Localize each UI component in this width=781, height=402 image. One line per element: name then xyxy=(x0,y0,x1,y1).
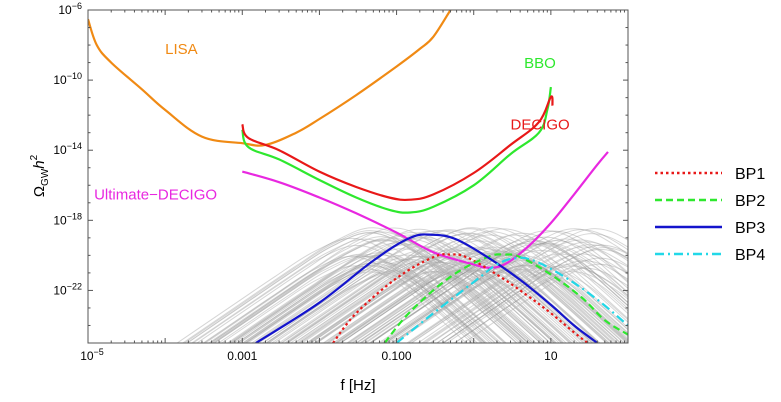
axis-ticks xyxy=(87,9,629,344)
scan-spectrum-line xyxy=(244,230,579,343)
x-tick-label: 0.001 xyxy=(227,349,257,363)
scan-spectrum-line xyxy=(385,228,628,343)
decigo-sensitivity-curve xyxy=(241,95,554,202)
scan-spectrum-line xyxy=(441,248,628,343)
scan-spectrum-line xyxy=(442,260,628,343)
scan-spectrum-line xyxy=(363,240,628,343)
bbo-label: BBO xyxy=(524,55,556,72)
y-tick-labels: 10−6 10−10 10−14 10−18 10−22 xyxy=(53,1,82,297)
scan-spectrum-line xyxy=(266,270,500,343)
scan-spectrum-line xyxy=(289,257,558,343)
scan-spectrum-line xyxy=(436,265,628,343)
scan-spectrum-line xyxy=(213,255,486,343)
scan-spectrum-line xyxy=(284,232,615,343)
parameter-scan-spectra xyxy=(176,227,628,343)
scan-spectrum-line xyxy=(429,253,628,343)
y-tick-label: 10−18 xyxy=(53,211,82,227)
y-axis-variable: h xyxy=(31,160,48,168)
scan-spectrum-line xyxy=(407,253,628,343)
scan-spectrum-line xyxy=(293,238,609,343)
scan-spectrum-line xyxy=(424,244,628,343)
scan-spectrum-line xyxy=(203,227,548,343)
scan-spectrum-line xyxy=(391,238,628,343)
scan-spectrum-line xyxy=(190,238,507,343)
scan-spectrum-line xyxy=(270,255,542,343)
bp2-legend-label: BP2 xyxy=(735,193,765,210)
scan-spectrum-line xyxy=(238,265,483,343)
scan-spectrum-line xyxy=(369,236,628,343)
scan-spectrum-line xyxy=(228,242,535,343)
scan-spectrum-line xyxy=(186,232,518,343)
scan-spectrum-line xyxy=(273,256,544,343)
y-axis-subscript: GW xyxy=(40,168,51,186)
scan-spectrum-line xyxy=(430,264,628,343)
y-tick-label: 10−10 xyxy=(53,71,82,87)
scan-spectrum-line xyxy=(204,236,526,343)
x-tick-label: 10−5 xyxy=(80,347,104,363)
scan-spectrum-line xyxy=(280,227,626,343)
y-tick-label: 10−22 xyxy=(53,281,82,297)
scan-spectrum-line xyxy=(217,256,488,343)
scan-spectrum-line xyxy=(369,254,628,343)
scan-spectrum-line xyxy=(417,241,628,343)
scan-spectrum-line xyxy=(192,244,491,343)
y-tick-label: 10−6 xyxy=(58,1,82,17)
y-axis-superscript: 2 xyxy=(29,154,40,160)
bp4-spectrum-line xyxy=(395,256,628,343)
scan-spectrum-line xyxy=(262,230,599,343)
scan-spectrum-line xyxy=(334,268,574,343)
x-tick-labels: 10−5 0.001 0.100 10 xyxy=(80,347,558,363)
plot-frame xyxy=(87,9,629,344)
scan-spectrum-line xyxy=(393,229,628,343)
x-tick-label: 0.100 xyxy=(382,349,412,363)
bp2-spectrum-line xyxy=(383,253,628,343)
scan-spectrum-line xyxy=(176,237,494,343)
scan-spectrum-line xyxy=(181,227,527,343)
scan-spectrum-line xyxy=(436,244,628,343)
scan-spectrum-line xyxy=(233,262,487,343)
bp4-legend-label: BP4 xyxy=(735,247,765,264)
scan-spectrum-line xyxy=(445,271,628,343)
scan-spectrum-line xyxy=(364,249,628,343)
decigo-label: DECIGO xyxy=(511,117,570,134)
scan-spectrum-line xyxy=(287,253,565,343)
scan-spectrum-line xyxy=(360,242,628,343)
bp3-spectrum-line xyxy=(255,233,598,343)
sensitivity-curves xyxy=(88,10,609,269)
benchmark-spectra xyxy=(255,233,628,343)
y-axis-omega: Ω xyxy=(31,186,48,197)
scan-spectrum-line xyxy=(265,258,529,343)
bbo-sensitivity-curve xyxy=(241,86,552,214)
scan-spectrum-line xyxy=(327,248,618,343)
bp1-legend-label: BP1 xyxy=(735,166,765,183)
bp3-legend-label: BP3 xyxy=(735,220,765,237)
scan-spectrum-line xyxy=(384,240,628,343)
scan-spectrum-line xyxy=(383,249,628,343)
x-axis-title: f [Hz] xyxy=(340,377,375,394)
bp1-spectrum-line xyxy=(332,253,589,343)
y-axis-title: ΩGWh2 xyxy=(29,154,51,197)
ultimate-decigo-sensitivity-curve xyxy=(241,151,609,269)
y-tick-label: 10−14 xyxy=(53,141,82,157)
scan-spectrum-line xyxy=(421,246,628,343)
x-tick-label: 10 xyxy=(544,349,558,363)
curve-labels: LISA BBO DECIGO Ultimate−DECIGO xyxy=(94,41,570,203)
lisa-label: LISA xyxy=(165,41,198,58)
scan-spectrum-line xyxy=(348,252,628,343)
scan-spectrum-line xyxy=(301,227,628,343)
lisa-sensitivity-curve xyxy=(88,10,452,147)
legend: BP1 BP2 BP3 BP4 xyxy=(655,166,765,264)
scan-spectrum-line xyxy=(360,230,628,343)
scan-spectrum-line xyxy=(310,234,628,343)
scan-spectrum-line xyxy=(406,228,628,343)
scan-spectrum-line xyxy=(314,228,628,343)
ultimate-decigo-label: Ultimate−DECIGO xyxy=(94,187,217,204)
scan-spectrum-line xyxy=(442,247,628,343)
scan-spectrum-line xyxy=(322,253,600,343)
scan-spectrum-line xyxy=(231,254,506,343)
scan-spectrum-line xyxy=(236,238,552,343)
scan-spectrum-line xyxy=(298,265,546,343)
scan-spectrum-line xyxy=(211,240,524,343)
